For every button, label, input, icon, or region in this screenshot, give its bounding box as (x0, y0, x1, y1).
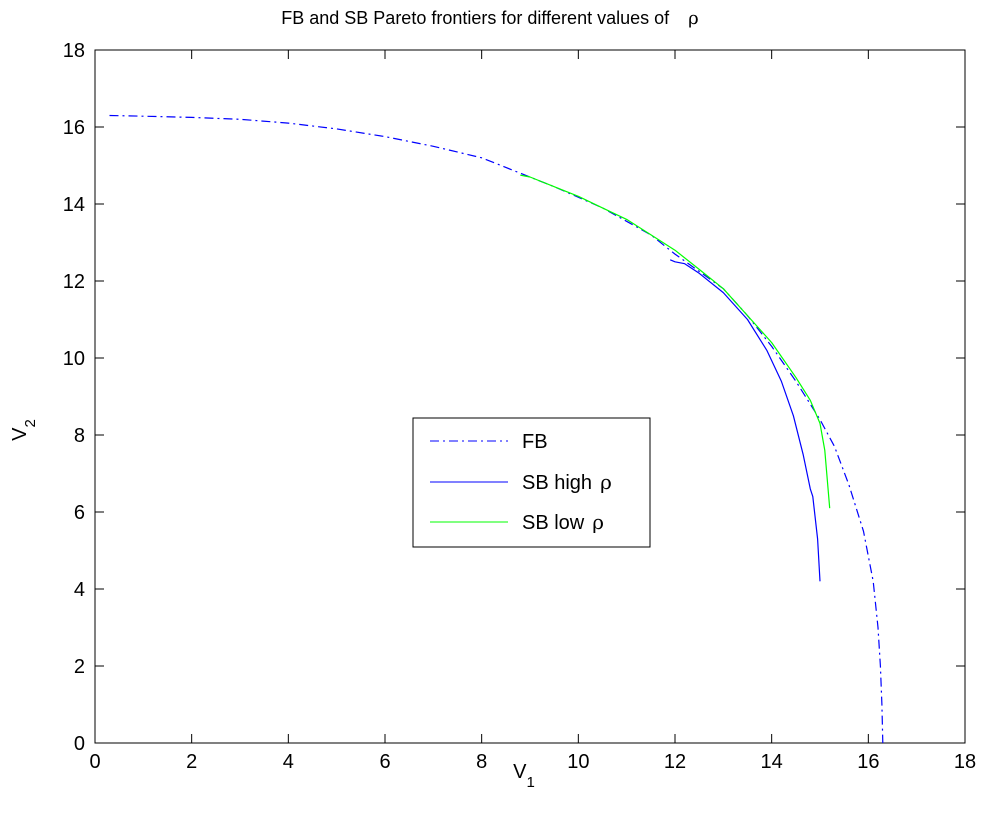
chart-title-text: FB and SB Pareto frontiers for different… (281, 8, 670, 28)
x-tick-label: 14 (761, 751, 783, 773)
axis-ticks: 0 2 4 6 8 10 12 14 16 18 0 2 4 6 8 10 12 14 16 18 (63, 40, 976, 773)
x-tick-label: 4 (283, 751, 294, 773)
y-tick-label: 8 (74, 425, 85, 447)
y-tick-label: 12 (63, 271, 85, 293)
y-tick-label: 18 (63, 40, 85, 62)
y-tick-label: 6 (74, 502, 85, 524)
series-line-sb-low (520, 174, 831, 509)
series-line-sb-high (669, 259, 821, 582)
y-axis-label-main: V (9, 427, 31, 441)
y-tick-label: 4 (74, 579, 85, 601)
chart-title: FB and SB Pareto frontiers for different… (281, 8, 698, 29)
x-axis-label: V1 (513, 761, 535, 791)
y-axis-label: V2 (9, 419, 39, 441)
y-tick-label: 16 (63, 117, 85, 139)
x-tick-label: 10 (567, 751, 589, 773)
y-tick-label: 2 (74, 656, 85, 678)
y-tick-label: 0 (74, 733, 85, 755)
legend-label-sb-low: SB low ρ (522, 510, 604, 534)
y-tick-label: 10 (63, 348, 85, 370)
chart-title-symbol: ρ (688, 8, 699, 29)
legend-label-sb-high: SB high ρ (522, 470, 612, 494)
legend: FB SB high ρ SB low ρ (412, 417, 651, 548)
x-tick-label: 0 (89, 751, 100, 773)
x-tick-label: 6 (379, 751, 390, 773)
x-tick-label: 18 (954, 751, 976, 773)
axes-box (94, 49, 966, 744)
legend-label-fb: FB (522, 431, 548, 453)
series-layer (109, 114, 884, 744)
x-tick-label: 8 (476, 751, 487, 773)
x-tick-label: 12 (664, 751, 686, 773)
x-axis-label-sub: 1 (527, 774, 535, 791)
y-tick-label: 14 (63, 194, 85, 216)
series-line-fb (109, 114, 884, 744)
x-tick-label: 2 (186, 751, 197, 773)
x-tick-label: 16 (857, 751, 879, 773)
y-axis-label-sub: 2 (22, 419, 39, 427)
x-axis-label-main: V (513, 761, 527, 783)
